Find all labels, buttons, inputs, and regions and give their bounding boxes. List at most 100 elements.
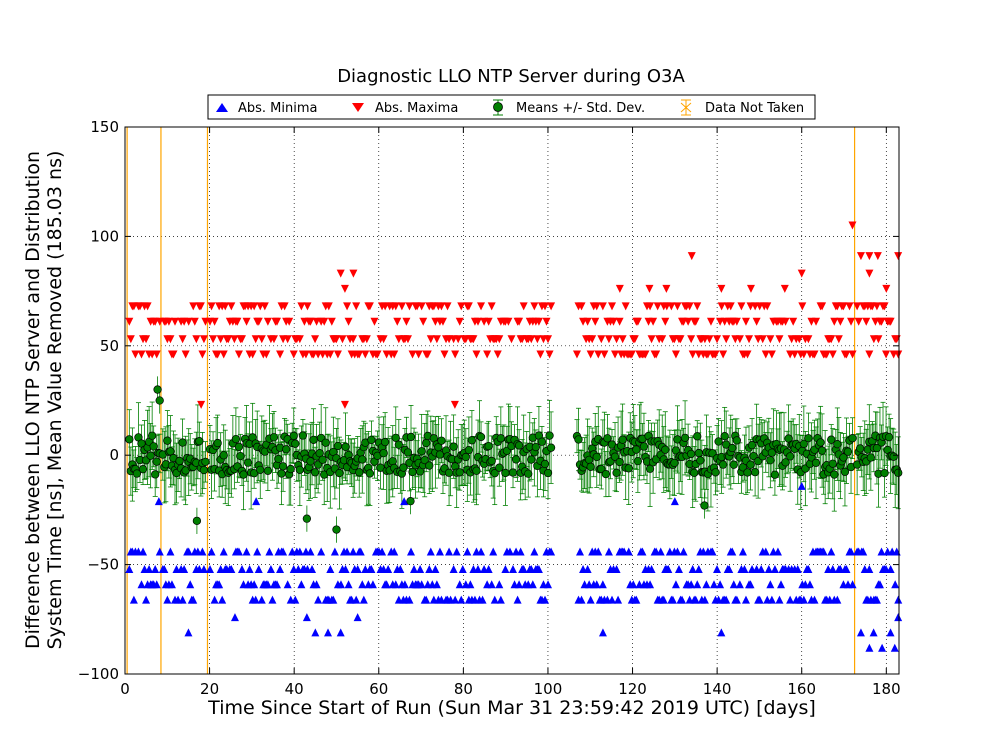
x-tick-labels: 0 20 40 60 80 100 120 140 160 180 [120,680,900,698]
minimum-marker [875,580,884,589]
minimum-marker [869,628,878,637]
maximum-marker [289,350,298,359]
maximum-marker [227,302,236,311]
maximum-marker [547,302,556,311]
maximum-marker [586,350,595,359]
maximum-marker [487,302,496,311]
minimum-marker [151,564,160,573]
mean-marker [148,431,157,440]
mean-marker [693,432,702,441]
maximum-marker [451,350,460,359]
minimum-marker [254,564,263,573]
mean-marker [256,465,265,474]
maximum-marker [544,335,553,344]
minimum-marker [530,547,539,556]
maximum-marker [775,335,784,344]
maximum-marker [667,302,676,311]
mean-marker [367,435,376,445]
minimum-marker [773,547,782,556]
mean-marker [618,435,627,444]
minimum-marker [452,547,461,556]
minimum-marker [629,580,638,589]
mean-marker [281,445,291,454]
minimum-marker [738,547,747,556]
maximum-marker [827,335,836,344]
minimum-marker [828,564,837,573]
maximum-marker [137,350,146,359]
y-axis-label-line1-group: Difference between LLO NTP Server and Di… [22,151,44,649]
minimum-marker [534,564,543,573]
maximum-marker [752,317,761,326]
mean-marker [269,433,279,442]
minimum-marker [312,580,321,589]
minimum-marker [230,613,239,622]
plot-area [124,126,903,675]
mean-marker [718,460,728,469]
y-axis-label-line1: Difference between LLO NTP Server and Di… [22,151,44,649]
maximum-marker [170,317,179,326]
minimum-marker [786,595,795,604]
minimum-marker [152,580,161,589]
minimum-marker [324,628,333,637]
minimum-marker [594,547,603,556]
minimum-marker [384,564,393,573]
maximum-marker [600,350,609,359]
mean-marker [817,446,827,455]
maximum-marker [440,350,449,359]
maximum-marker [495,335,504,344]
minimum-marker [477,547,486,556]
minimum-marker [670,497,679,506]
maximum-marker [493,350,502,359]
mean-marker [213,438,222,448]
minimum-marker [431,564,440,573]
mean-marker [166,447,175,456]
mean-marker [422,438,431,448]
maximum-marker [673,302,682,311]
maximum-marker [886,317,895,326]
maximum-marker [365,302,374,311]
minimum-marker [473,564,482,573]
maximum-marker [242,317,251,326]
minimum-marker [819,547,828,556]
minimum-marker [478,595,487,604]
maximum-marker [633,317,642,326]
mean-marker [263,466,273,475]
mean-marker [199,465,209,475]
maximum-marker [615,317,624,326]
maximum-marker [874,335,883,344]
maximum-marker [184,317,193,326]
maximum-marker [295,335,304,344]
minimum-marker [353,564,362,573]
mean-marker [889,452,898,461]
mean-marker [236,451,245,461]
y-axis-label-line2: System Time [ns], Mean Value Removed (18… [44,151,66,650]
mean-marker [406,496,415,506]
mean-marker [632,445,641,454]
chart-title: Diagnostic LLO NTP Server during O3A [337,66,685,87]
minimum-marker [234,547,243,556]
mean-marker [277,469,286,478]
mean-marker [747,441,757,450]
maximum-marker [767,350,776,359]
minima-markers [125,481,903,652]
legend: Abs. Minima Abs. Maxima Means +/- Std. D… [207,94,816,120]
minimum-marker [463,547,472,556]
mean-marker [358,455,367,464]
maximum-marker [693,302,702,311]
minimum-marker [674,564,683,573]
minimum-marker [210,595,219,604]
minimum-marker [329,595,338,604]
maximum-marker [443,302,452,311]
minimum-marker [886,564,895,573]
minimum-marker [732,595,741,604]
maximum-marker [515,317,524,326]
maximum-marker [691,317,700,326]
maximum-marker [131,350,140,359]
maximum-marker [320,317,329,326]
maximum-marker [483,350,492,359]
mean-marker [192,516,202,525]
mean-marker [527,455,536,464]
minimum-marker [291,595,300,604]
minimum-marker [528,580,537,589]
minimum-marker [353,613,362,622]
